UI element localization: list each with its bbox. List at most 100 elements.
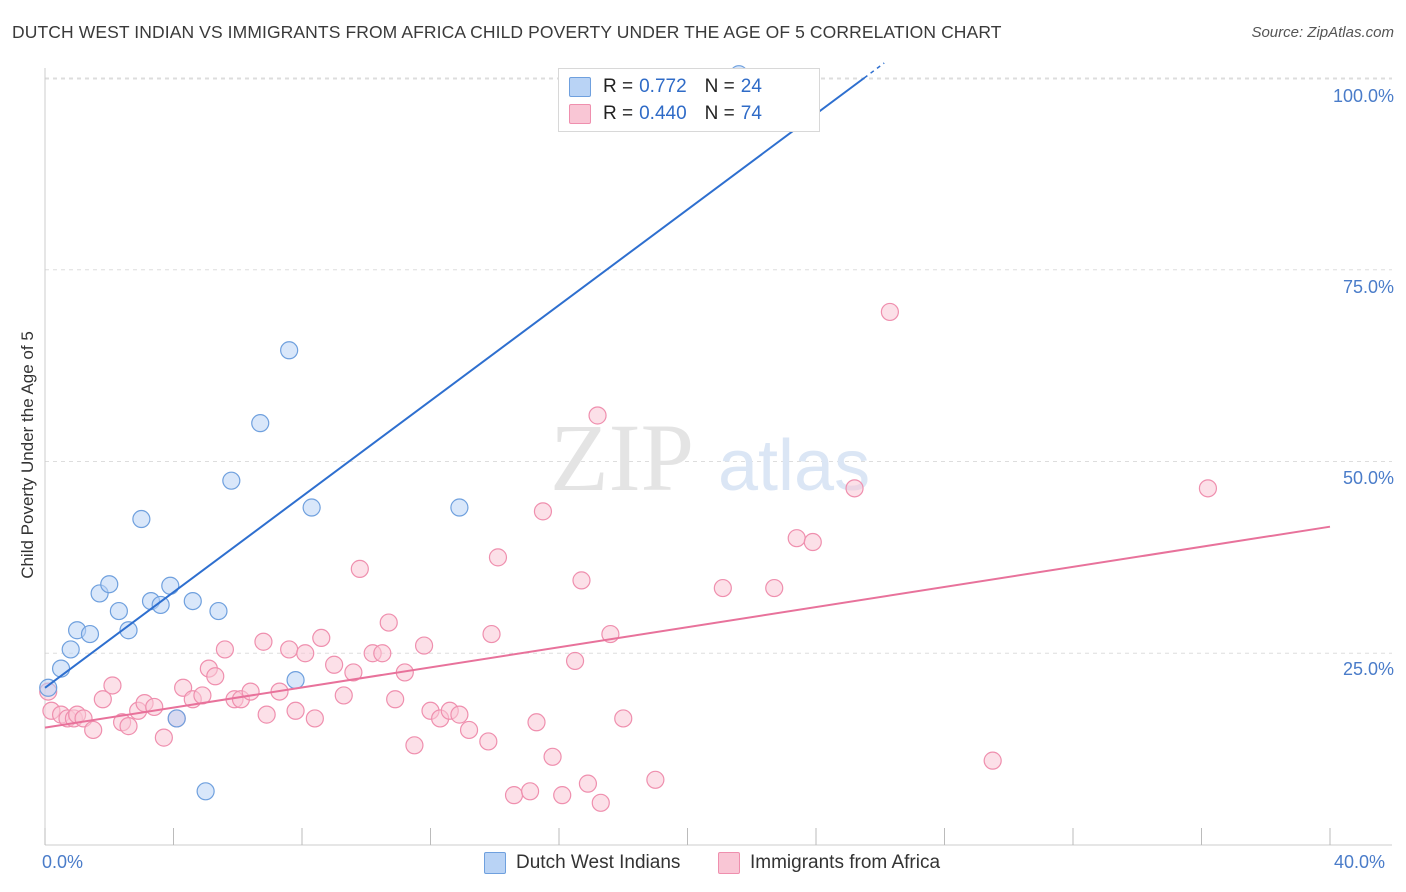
point-dutch-west-indians [119, 621, 138, 640]
legend-r-label: R = [603, 103, 634, 124]
point-immigrants-from-africa [572, 571, 591, 590]
point-immigrants-from-africa [254, 632, 273, 651]
legend-n-label: N = [704, 76, 735, 97]
point-dutch-west-indians [450, 498, 469, 517]
point-immigrants-from-africa [312, 628, 331, 648]
y-tick-75: 75.0% [1342, 277, 1394, 297]
point-dutch-west-indians [302, 498, 321, 517]
point-immigrants-from-africa [344, 663, 363, 682]
point-immigrants-from-africa [578, 774, 598, 793]
point-immigrants-from-africa [543, 747, 562, 766]
point-immigrants-from-africa [280, 640, 299, 659]
point-dutch-west-indians [167, 709, 186, 728]
point-immigrants-from-africa [459, 720, 479, 740]
trend-line-dutch-extension [863, 62, 885, 79]
point-dutch-west-indians [100, 575, 119, 594]
point-immigrants-from-africa [880, 302, 899, 322]
y-tick-50: 50.0% [1342, 468, 1394, 488]
point-immigrants-from-africa [488, 548, 508, 567]
point-immigrants-from-africa [405, 736, 424, 755]
point-immigrants-from-africa [286, 701, 305, 720]
point-dutch-west-indians [183, 591, 202, 611]
point-immigrants-from-africa [84, 720, 103, 740]
point-immigrants-from-africa [296, 644, 315, 663]
point-immigrants-from-africa [565, 651, 585, 671]
point-dutch-west-indians [80, 624, 100, 644]
point-immigrants-from-africa [241, 682, 260, 701]
watermark-zip: ZIP [550, 404, 694, 511]
point-immigrants-from-africa [257, 705, 276, 724]
legend-swatch-dutch [484, 852, 506, 874]
point-immigrants-from-africa [325, 655, 344, 674]
chart-title: DUTCH WEST INDIAN VS IMMIGRANTS FROM AFR… [12, 22, 1002, 42]
grid-lines [45, 77, 1392, 654]
point-immigrants-from-africa [154, 728, 173, 747]
legend-r-value: 0.440 [639, 103, 687, 124]
legend-swatch-africa [718, 852, 740, 874]
point-dutch-west-indians [196, 782, 215, 801]
x-tick-max: 40.0% [1334, 852, 1386, 872]
point-immigrants-from-africa [527, 713, 546, 732]
point-immigrants-from-africa [588, 406, 607, 425]
point-immigrants-from-africa [482, 624, 501, 644]
point-immigrants-from-africa [450, 705, 469, 724]
point-immigrants-from-africa [765, 578, 784, 598]
watermark-atlas: atlas [718, 426, 870, 506]
point-immigrants-from-africa [145, 697, 164, 717]
point-immigrants-from-africa [533, 502, 553, 521]
point-dutch-west-indians [151, 595, 170, 615]
legend-row-africa: R = 0.440 N = 74 [569, 101, 762, 127]
legend-n-label: N = [704, 103, 735, 124]
point-immigrants-from-africa [479, 732, 498, 751]
legend-label-dutch: Dutch West Indians [516, 852, 681, 873]
point-immigrants-from-africa [334, 686, 353, 705]
point-immigrants-from-africa [803, 532, 822, 552]
stats-legend: R = 0.772 N = 24 R = 0.440 N = 74 [558, 68, 820, 132]
point-immigrants-from-africa [206, 667, 225, 686]
point-immigrants-from-africa [591, 793, 610, 812]
point-immigrants-from-africa [845, 479, 864, 498]
point-immigrants-from-africa [787, 529, 806, 548]
legend-label-africa: Immigrants from Africa [750, 852, 941, 873]
point-dutch-west-indians [286, 670, 305, 690]
legend-r-label: R = [603, 76, 634, 97]
point-dutch-west-indians [209, 601, 228, 621]
point-immigrants-from-africa [379, 613, 398, 632]
point-dutch-west-indians [132, 509, 151, 529]
source-label: Source: ZipAtlas.com [1251, 24, 1394, 41]
series-dutch-west-indians [39, 65, 749, 801]
point-immigrants-from-africa [1198, 479, 1218, 498]
point-immigrants-from-africa [520, 782, 540, 801]
point-immigrants-from-africa [713, 578, 732, 598]
point-dutch-west-indians [109, 601, 128, 621]
point-immigrants-from-africa [646, 770, 665, 789]
point-immigrants-from-africa [983, 751, 1002, 770]
point-immigrants-from-africa [350, 559, 369, 578]
point-immigrants-from-africa [414, 636, 434, 655]
legend-item-dutch[interactable]: Dutch West Indians [484, 852, 680, 874]
trend-lines [44, 62, 1331, 729]
legend-row-dutch: R = 0.772 N = 24 [569, 74, 762, 100]
point-immigrants-from-africa [373, 644, 392, 663]
point-immigrants-from-africa [305, 709, 324, 728]
trend-line-dutch-west-indians [44, 77, 865, 689]
y-tick-100: 100.0% [1332, 86, 1394, 106]
point-immigrants-from-africa [504, 786, 524, 805]
point-immigrants-from-africa [553, 786, 572, 805]
x-tick-min: 0.0% [42, 852, 84, 872]
legend-item-africa[interactable]: Immigrants from Africa [718, 852, 940, 874]
legend-swatch-africa [569, 104, 591, 124]
point-immigrants-from-africa [119, 717, 138, 736]
legend-r-value: 0.772 [639, 76, 687, 97]
point-dutch-west-indians [222, 471, 241, 490]
trend-line-immigrants-from-africa [44, 525, 1331, 729]
series-immigrants-from-africa [39, 302, 1218, 812]
point-dutch-west-indians [280, 341, 299, 360]
point-dutch-west-indians [51, 659, 71, 678]
point-dutch-west-indians [61, 640, 80, 659]
watermark: ZIP atlas [550, 404, 870, 511]
point-immigrants-from-africa [103, 676, 122, 695]
legend-n-value: 74 [740, 103, 762, 124]
point-immigrants-from-africa [614, 709, 633, 728]
